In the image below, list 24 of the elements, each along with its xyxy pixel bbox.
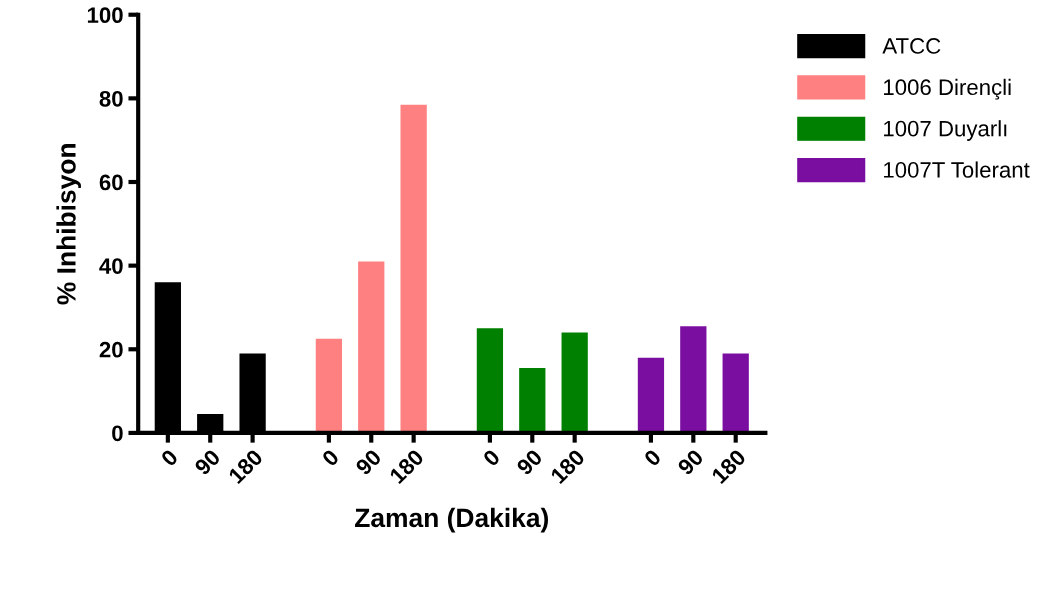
x-tick-label: 90 — [515, 448, 544, 476]
y-tick-label: 80 — [99, 90, 123, 107]
legend-label: 1007T Tolerant — [884, 161, 1030, 178]
x-tick-label: 0 — [160, 448, 179, 468]
x-tick-label: 180 — [227, 448, 264, 485]
legend-label: 1006 Dirençli — [884, 78, 1011, 100]
y-tick-label: 20 — [99, 341, 123, 358]
y-tick-label: 40 — [99, 258, 123, 274]
x-tick-label: 0 — [482, 448, 501, 468]
x-tick-label: 90 — [193, 448, 222, 476]
x-tick-label: 90 — [676, 448, 705, 476]
x-axis-title: Zaman (Dakika) — [355, 507, 548, 533]
x-tick-label: 0 — [321, 448, 340, 468]
x-tick-label: 180 — [710, 448, 747, 485]
x-tick-label: 90 — [354, 448, 383, 476]
y-tick-label: 0 — [112, 425, 123, 442]
y-tick-label: 100 — [87, 7, 123, 23]
y-axis-title: % Inhibisyon — [56, 144, 81, 305]
y-tick-label: 60 — [99, 174, 123, 191]
x-tick-label: 0 — [643, 448, 662, 468]
legend-label: 1007 Duyarlı — [884, 120, 1007, 141]
legend-label: ATCC — [882, 38, 941, 54]
x-tick-label: 180 — [388, 448, 425, 485]
x-tick-label: 180 — [549, 448, 586, 485]
